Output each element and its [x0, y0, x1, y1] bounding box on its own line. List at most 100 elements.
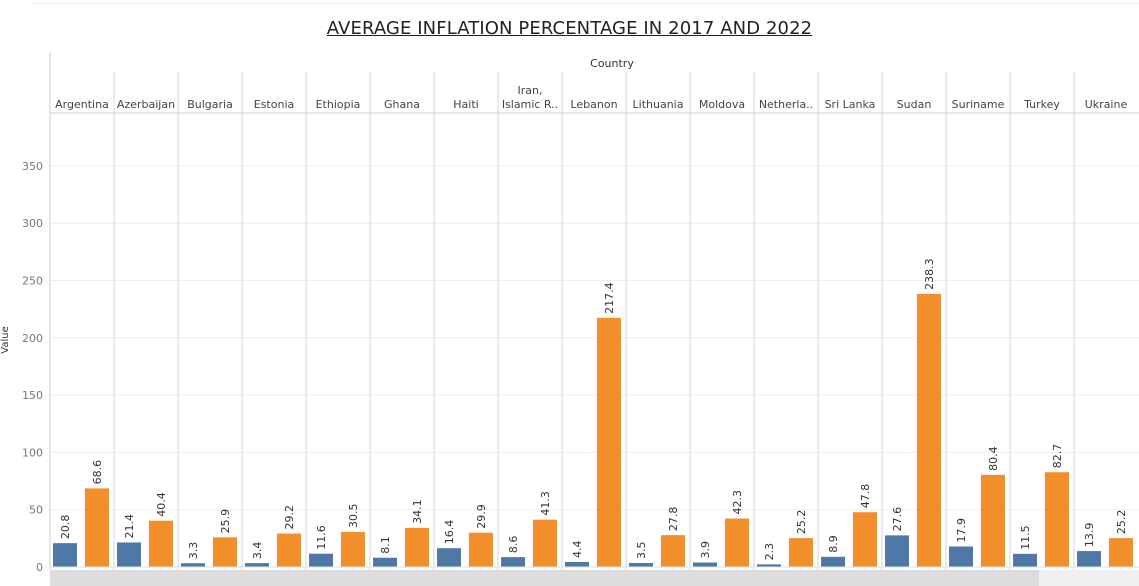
bar-2022 — [405, 527, 429, 567]
bar-2017 — [117, 542, 141, 567]
y-tick-label: 50 — [29, 504, 43, 517]
category-label: Haiti — [453, 98, 478, 111]
bar-2017 — [53, 543, 77, 567]
data-label: 20.8 — [59, 515, 72, 540]
data-label: 27.6 — [891, 507, 904, 532]
bar-2017 — [501, 557, 525, 567]
data-label: 3.5 — [635, 541, 648, 559]
data-label: 40.4 — [155, 492, 168, 517]
y-tick-label: 200 — [22, 332, 43, 345]
bar-2017 — [693, 562, 717, 567]
data-label: 68.6 — [91, 460, 104, 485]
bar-2022 — [1045, 472, 1069, 567]
bar-2017 — [373, 557, 397, 567]
bar-2022 — [213, 537, 237, 567]
bar-2022 — [341, 532, 365, 567]
category-label: Turkey — [1023, 98, 1060, 111]
bar-2017 — [629, 562, 653, 567]
data-label: 29.9 — [475, 504, 488, 529]
y-tick-label: 100 — [22, 446, 43, 459]
bar-2022 — [789, 538, 813, 567]
data-label: 34.1 — [411, 499, 424, 524]
bar-2017 — [821, 556, 845, 567]
bar-2022 — [277, 533, 301, 567]
bar-2022 — [981, 474, 1005, 567]
data-label: 25.9 — [219, 509, 232, 534]
data-label: 27.8 — [667, 507, 680, 532]
data-label: 16.4 — [443, 520, 456, 545]
category-label: Moldova — [699, 98, 745, 111]
data-label: 238.3 — [923, 258, 936, 290]
data-label: 3.4 — [251, 542, 264, 560]
data-label: 3.9 — [699, 541, 712, 559]
data-label: 11.5 — [1019, 525, 1032, 550]
category-label: Lebanon — [570, 98, 617, 111]
bar-2022 — [661, 535, 685, 567]
category-label: Ethiopia — [316, 98, 361, 111]
category-label: Azerbaijan — [117, 98, 175, 111]
data-label: 8.6 — [507, 536, 520, 554]
category-label: Sudan — [897, 98, 932, 111]
bar-2017 — [1013, 553, 1037, 567]
data-label: 2.3 — [763, 543, 776, 561]
bar-2017 — [181, 563, 205, 567]
bar-2022 — [1109, 538, 1133, 567]
bar-2022 — [149, 520, 173, 567]
y-tick-label: 350 — [22, 160, 43, 173]
y-tick-label: 250 — [22, 275, 43, 288]
bar-2022 — [725, 518, 749, 567]
bar-2017 — [1077, 551, 1101, 567]
category-label: Islamic R.. — [502, 98, 558, 111]
data-label: 13.9 — [1083, 523, 1096, 548]
data-label: 4.4 — [571, 540, 584, 558]
data-label: 25.2 — [1115, 510, 1128, 535]
top-divider — [32, 3, 1139, 4]
category-label: Ukraine — [1085, 98, 1128, 111]
bar-2022 — [85, 488, 109, 567]
category-label: Netherla.. — [759, 98, 813, 111]
data-label: 30.5 — [347, 504, 360, 529]
category-label: Iran, — [518, 84, 543, 97]
y-tick-label: 150 — [22, 389, 43, 402]
bar-2017 — [309, 553, 333, 567]
data-label: 217.4 — [603, 282, 616, 314]
bar-2017 — [757, 564, 781, 567]
category-label: Lithuania — [633, 98, 684, 111]
bar-2022 — [597, 317, 621, 567]
data-label: 82.7 — [1051, 444, 1064, 469]
bar-2017 — [245, 563, 269, 567]
category-label: Bulgaria — [187, 98, 233, 111]
bar-2022 — [469, 532, 493, 567]
data-label: 21.4 — [123, 514, 136, 539]
scrollbar-track[interactable] — [1039, 570, 1139, 586]
category-label: Argentina — [55, 98, 109, 111]
data-label: 11.6 — [315, 525, 328, 550]
category-label: Estonia — [254, 98, 295, 111]
data-label: 8.1 — [379, 536, 392, 554]
column-header: Country — [590, 57, 634, 70]
data-label: 80.4 — [987, 446, 1000, 471]
data-label: 25.2 — [795, 510, 808, 535]
data-label: 17.9 — [955, 518, 968, 543]
bar-2017 — [949, 546, 973, 567]
bar-2017 — [565, 561, 589, 567]
y-tick-label: 300 — [22, 217, 43, 230]
category-label: Ghana — [384, 98, 420, 111]
y-tick-label: 0 — [36, 561, 43, 574]
data-label: 42.3 — [731, 490, 744, 515]
y-axis-label: Value — [0, 326, 11, 353]
data-label: 8.9 — [827, 535, 840, 553]
data-label: 3.3 — [187, 542, 200, 560]
data-label: 47.8 — [859, 484, 872, 509]
chart-title: AVERAGE INFLATION PERCENTAGE IN 2017 AND… — [326, 18, 813, 39]
bar-2022 — [853, 512, 877, 567]
horizontal-scrollbar[interactable] — [50, 570, 1039, 586]
category-label: Sri Lanka — [825, 98, 876, 111]
data-label: 29.2 — [283, 505, 296, 530]
bar-2022 — [917, 293, 941, 567]
category-label: Suriname — [952, 98, 1005, 111]
bar-2017 — [437, 548, 461, 567]
data-label: 41.3 — [539, 491, 552, 516]
bar-2022 — [533, 519, 557, 567]
